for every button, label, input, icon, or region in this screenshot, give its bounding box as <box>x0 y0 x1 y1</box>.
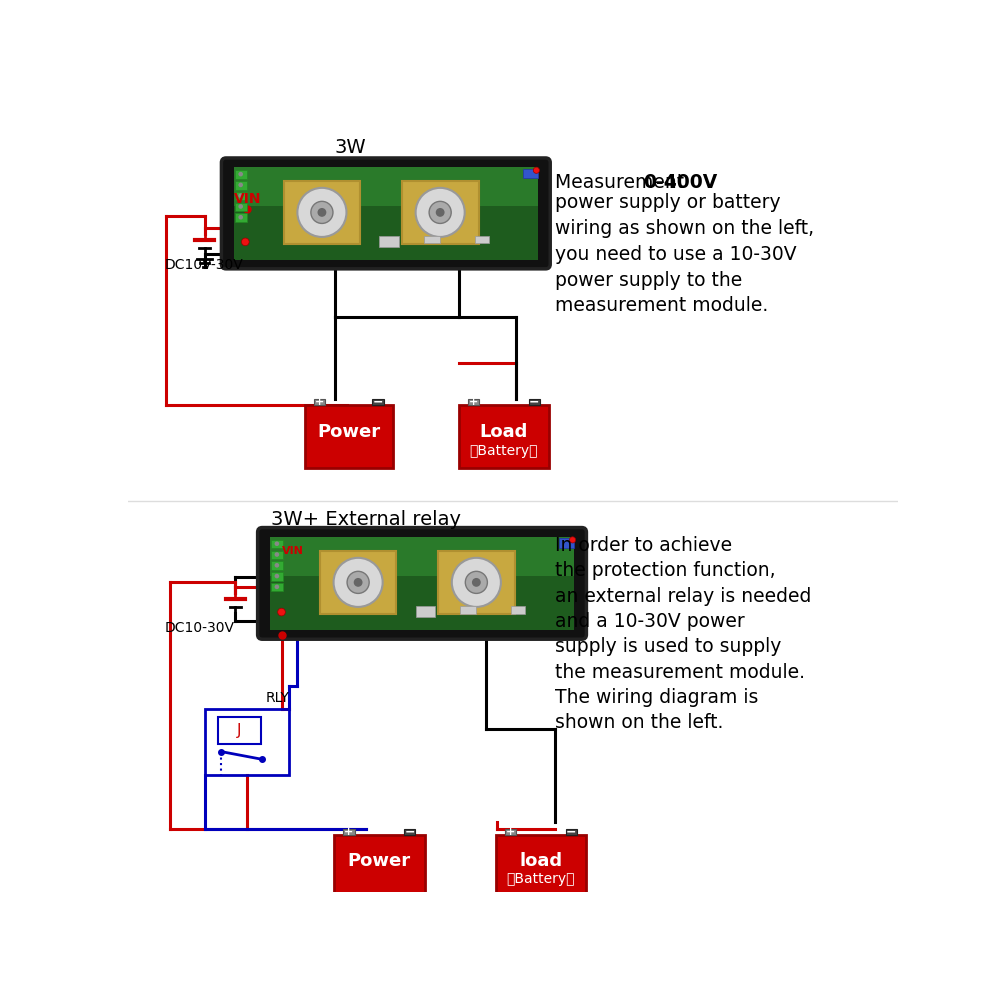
Bar <box>235 191 247 200</box>
Bar <box>271 540 283 548</box>
Text: DC10V-30V: DC10V-30V <box>164 258 243 272</box>
Text: power supply or battery
wiring as shown on the left,
you need to use a 10-30V
po: power supply or battery wiring as shown … <box>555 193 814 316</box>
Bar <box>270 537 574 630</box>
Bar <box>284 181 360 243</box>
Bar <box>404 829 415 835</box>
Circle shape <box>275 541 279 546</box>
Bar <box>205 709 289 775</box>
Circle shape <box>452 558 501 607</box>
Circle shape <box>465 571 487 593</box>
Bar <box>320 551 396 614</box>
Text: +: + <box>315 397 324 407</box>
Circle shape <box>241 238 249 245</box>
Text: −: − <box>404 826 415 839</box>
Bar <box>459 405 549 468</box>
Circle shape <box>238 171 243 176</box>
Text: Load: Load <box>480 423 528 441</box>
Text: +: + <box>506 827 515 837</box>
Text: （Battery）: （Battery） <box>507 872 575 886</box>
Text: −: − <box>566 826 577 839</box>
Bar <box>271 551 283 559</box>
Text: −: − <box>373 396 383 409</box>
Bar <box>343 829 355 835</box>
Circle shape <box>275 574 279 578</box>
Bar <box>271 572 283 581</box>
Bar <box>235 202 247 211</box>
Circle shape <box>318 208 326 216</box>
FancyBboxPatch shape <box>258 528 586 639</box>
Text: Power: Power <box>348 852 411 870</box>
Text: RLY: RLY <box>265 691 289 705</box>
Circle shape <box>238 182 243 187</box>
Bar <box>305 405 393 468</box>
Text: +: + <box>344 827 354 837</box>
Bar <box>235 213 247 221</box>
Bar <box>271 583 283 591</box>
Text: （Battery）: （Battery） <box>470 444 538 458</box>
Bar <box>235 181 247 189</box>
Circle shape <box>238 215 243 219</box>
Bar <box>270 537 574 576</box>
Bar <box>235 170 247 178</box>
Bar <box>529 399 540 405</box>
Bar <box>334 835 425 897</box>
Bar <box>271 561 283 570</box>
Circle shape <box>416 187 465 236</box>
Text: −: − <box>529 396 540 409</box>
Circle shape <box>275 552 279 557</box>
Bar <box>559 538 574 547</box>
Bar <box>402 181 479 243</box>
Circle shape <box>238 193 243 198</box>
Bar <box>234 167 538 260</box>
Text: 0-400V: 0-400V <box>643 172 717 191</box>
Circle shape <box>436 208 445 216</box>
Text: VIN: VIN <box>282 546 303 556</box>
Bar <box>379 235 399 246</box>
Text: 3W+ External relay: 3W+ External relay <box>271 510 461 529</box>
FancyBboxPatch shape <box>221 158 550 269</box>
Bar <box>372 399 384 405</box>
Circle shape <box>311 201 333 223</box>
Bar <box>523 168 538 178</box>
Text: 3W: 3W <box>335 138 367 157</box>
Circle shape <box>347 571 369 593</box>
Circle shape <box>429 201 451 223</box>
Text: J: J <box>237 723 242 737</box>
Bar <box>475 235 489 243</box>
Circle shape <box>278 608 285 616</box>
Bar <box>505 829 516 835</box>
Bar <box>496 835 586 897</box>
Circle shape <box>569 537 576 543</box>
Bar <box>438 551 515 614</box>
Text: Power: Power <box>317 423 380 441</box>
Bar <box>566 829 577 835</box>
Bar <box>314 399 325 405</box>
Circle shape <box>354 578 363 587</box>
Text: load: load <box>519 852 563 870</box>
Text: Measurement: Measurement <box>555 172 696 191</box>
Bar <box>218 717 261 743</box>
Text: +: + <box>469 397 478 407</box>
Circle shape <box>533 167 539 173</box>
Bar <box>416 606 435 616</box>
Bar <box>511 606 525 613</box>
Circle shape <box>275 584 279 589</box>
Circle shape <box>297 187 346 236</box>
Circle shape <box>334 558 383 607</box>
Bar <box>460 606 476 613</box>
Text: In order to achieve
the protection function,
an external relay is needed
and a 1: In order to achieve the protection funct… <box>555 536 811 732</box>
Circle shape <box>472 578 481 587</box>
Circle shape <box>275 563 279 567</box>
Circle shape <box>238 204 243 208</box>
Bar <box>468 399 479 405</box>
Text: DC10-30V: DC10-30V <box>164 621 234 635</box>
Bar <box>234 167 538 205</box>
Bar <box>424 235 440 243</box>
Text: VIN: VIN <box>234 191 261 205</box>
